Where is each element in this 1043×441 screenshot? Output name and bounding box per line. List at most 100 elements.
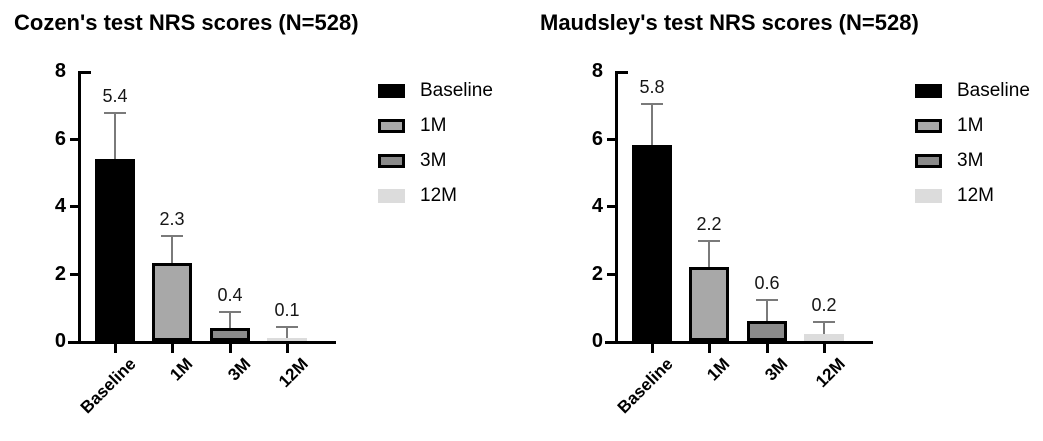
y-tick-label: 2 (591, 262, 603, 285)
bar (689, 266, 729, 341)
x-tick (171, 344, 174, 353)
bar (95, 158, 135, 341)
x-axis (68, 341, 336, 344)
legend-label: 1M (420, 114, 447, 136)
value-label: 0.2 (811, 294, 837, 315)
y-tick (607, 205, 615, 208)
legend-swatch (915, 153, 942, 168)
legend-item: 12M (915, 178, 1030, 213)
legend-label: 1M (957, 114, 984, 136)
y-tick (70, 205, 78, 208)
legend-swatch (915, 118, 942, 133)
value-label: 2.2 (696, 213, 722, 234)
error-bar-stem (708, 239, 710, 267)
value-label: 0.4 (217, 284, 243, 305)
value-label: 2.3 (159, 208, 185, 229)
plot-area: 0 2 4 6 8 Baseline 5.8 1M 2.2 3M 0.6 12M 0.2 (592, 61, 873, 417)
x-tick (823, 344, 826, 353)
y-tick-label: 8 (591, 60, 603, 82)
x-tick (229, 344, 232, 353)
x-tick (286, 344, 289, 353)
legend: Baseline 1M 3M 12M (378, 73, 493, 213)
y-tick-label: 0 (54, 330, 66, 352)
y-tick-label: 6 (591, 127, 603, 150)
legend-label: 3M (420, 149, 447, 171)
x-tick (114, 344, 117, 353)
bar (747, 320, 787, 341)
value-label: 5.4 (102, 85, 128, 106)
x-category-label: 1M (703, 354, 734, 385)
chart-maudsleys-test: Maudsley's test NRS scores (N=528) 0 2 4 6 8… (521, 0, 1043, 441)
y-tick-label: 4 (54, 195, 66, 217)
error-bar-cap (161, 234, 183, 237)
error-bar-stem (171, 234, 173, 264)
error-bar-cap (219, 310, 241, 313)
legend-label: 12M (957, 184, 994, 206)
x-axis (605, 341, 873, 344)
y-tick (607, 272, 615, 276)
x-tick (766, 344, 769, 353)
error-bar-stem (114, 111, 116, 159)
legend-item: 1M (378, 108, 493, 143)
error-bar-stem (286, 325, 288, 338)
y-tick (70, 137, 78, 141)
value-label: 0.6 (754, 272, 780, 293)
bar (210, 327, 250, 341)
legend-swatch (378, 188, 405, 203)
legend-swatch (378, 118, 405, 133)
bar (632, 145, 672, 341)
x-category-label: 3M (761, 354, 792, 385)
error-bar-stem (229, 310, 231, 328)
legend: Baseline 1M 3M 12M (915, 73, 1030, 213)
value-label: 0.1 (274, 299, 300, 320)
bar (267, 337, 307, 341)
legend-item: Baseline (378, 73, 493, 108)
y-axis (78, 71, 81, 344)
x-category-label: 3M (224, 354, 255, 385)
legend-label: Baseline (420, 79, 493, 101)
error-bar-stem (651, 103, 653, 146)
legend-swatch (915, 188, 942, 203)
legend-swatch (378, 83, 405, 98)
error-bar-cap (756, 298, 778, 301)
chart-title: Cozen's test NRS scores (N=528) (14, 10, 359, 35)
x-category-label: Baseline (613, 354, 677, 418)
legend-swatch (378, 153, 405, 168)
x-tick (708, 344, 711, 353)
bar (152, 263, 192, 341)
error-bar-stem (823, 320, 825, 335)
legend-label: 3M (957, 149, 984, 171)
y-tick-label: 2 (54, 262, 66, 285)
chart-title: Maudsley's test NRS scores (N=528) (540, 10, 919, 35)
y-tick-label: 0 (591, 330, 603, 352)
legend-label: 12M (420, 184, 457, 206)
error-bar-cap (641, 103, 663, 106)
value-label: 5.8 (639, 77, 665, 98)
x-tick (651, 344, 654, 353)
bar (804, 334, 844, 341)
y-tick (618, 71, 628, 74)
chart-cozens-test: Cozen's test NRS scores (N=528) 0 2 4 6 8 Bas… (0, 0, 521, 441)
legend-item: Baseline (915, 73, 1030, 108)
y-tick (607, 137, 615, 141)
legend-item: 12M (378, 178, 493, 213)
error-bar-stem (766, 298, 768, 321)
y-tick-label: 8 (54, 60, 66, 82)
y-tick (70, 272, 78, 276)
x-category-label: 1M (166, 354, 197, 385)
y-tick (81, 71, 91, 74)
x-category-label: 12M (274, 354, 312, 392)
y-axis (615, 71, 618, 344)
error-bar-cap (698, 239, 720, 242)
legend-label: Baseline (957, 79, 1030, 101)
x-category-label: Baseline (76, 354, 140, 418)
error-bar-cap (276, 325, 298, 328)
plot-area: 0 2 4 6 8 Baseline 5.4 1M 2.3 3M 0.4 12M 0.1 (55, 61, 336, 417)
legend-swatch (915, 83, 942, 98)
y-tick-label: 6 (54, 127, 66, 150)
error-bar-cap (104, 111, 126, 114)
legend-item: 1M (915, 108, 1030, 143)
x-category-label: 12M (811, 354, 849, 392)
legend-item: 3M (378, 143, 493, 178)
